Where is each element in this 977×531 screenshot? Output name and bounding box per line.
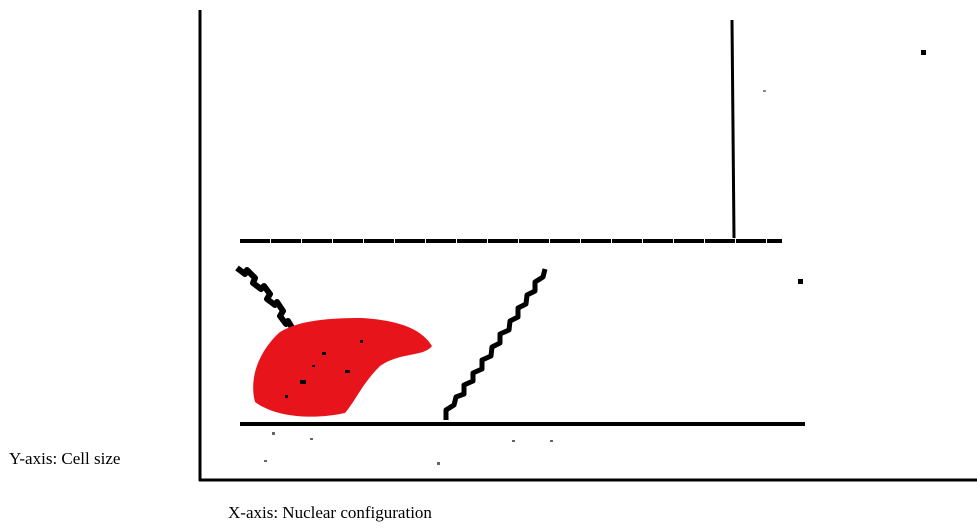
dots	[264, 50, 926, 465]
vertical-line	[730, 19, 736, 239]
cell-speckles	[285, 340, 363, 398]
cell	[253, 318, 432, 417]
y-axis-label: Y-axis: Cell size	[9, 449, 120, 468]
middle-wavy-line	[443, 268, 548, 420]
x-axis-label: X-axis: Nuclear configuration	[228, 503, 432, 522]
